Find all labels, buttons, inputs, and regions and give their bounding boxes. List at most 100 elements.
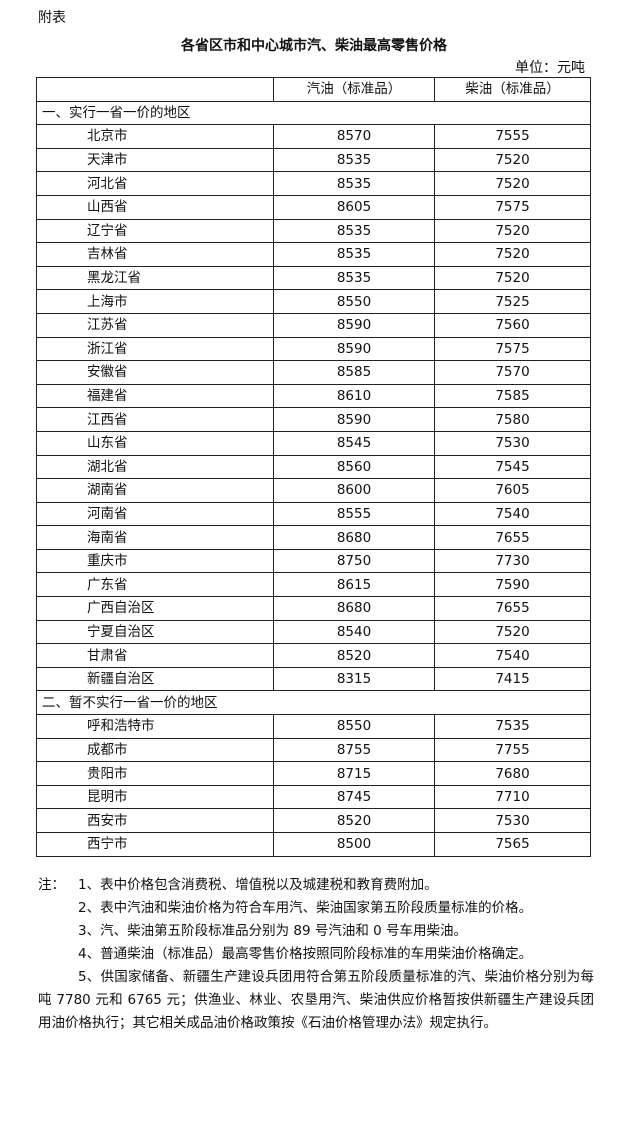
region-cell: 江苏省 [36,312,274,338]
region-cell: 天津市 [36,147,274,173]
gasoline-price-cell: 8555 [273,501,435,527]
diesel-price-cell: 7575 [434,194,591,220]
diesel-price-cell: 7605 [434,478,591,503]
table-row: 甘肃省 8520 7540 [36,643,591,668]
gasoline-price-cell: 8745 [273,784,435,810]
diesel-price-cell: 7570 [434,360,591,385]
region-cell: 浙江省 [36,336,274,362]
header-diesel: 柴油（标准品） [434,77,591,102]
region-cell: 江西省 [36,407,274,432]
region-cell: 河南省 [36,501,274,527]
gasoline-price-cell: 8550 [273,289,435,314]
section-label: 二、暂不实行一省一价的地区 [36,690,591,716]
gasoline-price-cell: 8535 [273,265,435,291]
diesel-price-cell: 7655 [434,596,591,621]
table-row: 贵阳市 8715 7680 [36,761,591,786]
note-text: 3、汽、柴油第五阶段标准品分别为 89 号汽油和 0 号车用柴油。 [78,923,468,939]
gasoline-price-cell: 8715 [273,761,435,786]
gasoline-price-cell: 8570 [273,124,435,149]
table-row: 辽宁省 8535 7520 [36,218,591,244]
table-row: 湖南省 8600 7605 [36,478,591,503]
diesel-price-cell: 7590 [434,572,591,598]
diesel-price-cell: 7680 [434,761,591,786]
diesel-price-cell: 7415 [434,666,591,692]
gasoline-price-cell: 8605 [273,194,435,220]
table-row: 西宁市 8500 7565 [36,832,591,857]
diesel-price-cell: 7730 [434,548,591,574]
section-label: 一、实行一省一价的地区 [36,100,591,126]
diesel-price-cell: 7520 [434,147,591,173]
gasoline-price-cell: 8545 [273,430,435,456]
region-cell: 宁夏自治区 [36,619,274,645]
diesel-price-cell: 7755 [434,737,591,763]
diesel-price-cell: 7710 [434,784,591,810]
gasoline-price-cell: 8755 [273,737,435,763]
diesel-price-cell: 7525 [434,289,591,314]
note-item: 5、供国家储备、新疆生产建设兵团用符合第五阶段质量标准的汽、柴油价格分别为每吨 … [38,966,594,1035]
note-text: 2、表中汽油和柴油价格为符合车用汽、柴油国家第五阶段质量标准的价格。 [78,900,533,916]
gasoline-price-cell: 8550 [273,714,435,739]
diesel-price-cell: 7530 [434,808,591,833]
table-row: 山西省 8605 7575 [36,194,591,220]
section-row: 二、暂不实行一省一价的地区 [36,690,591,716]
diesel-price-cell: 7580 [434,407,591,432]
diesel-price-cell: 7565 [434,832,591,857]
table-row: 安徽省 8585 7570 [36,360,591,385]
table-row: 湖北省 8560 7545 [36,454,591,480]
table-row: 海南省 8680 7655 [36,525,591,550]
annex-label: 附表 [38,10,66,26]
gasoline-price-cell: 8590 [273,336,435,362]
gasoline-price-cell: 8590 [273,312,435,338]
region-cell: 重庆市 [36,548,274,574]
diesel-price-cell: 7520 [434,171,591,196]
diesel-price-cell: 7535 [434,714,591,739]
region-cell: 成都市 [36,737,274,763]
table-row: 宁夏自治区 8540 7520 [36,619,591,645]
diesel-price-cell: 7540 [434,501,591,527]
note-item: 4、普通柴油（标准品）最高零售价格按照同阶段标准的车用柴油价格确定。 [38,943,594,966]
table-row: 广西自治区 8680 7655 [36,596,591,621]
gasoline-price-cell: 8535 [273,242,435,267]
note-text: 4、普通柴油（标准品）最高零售价格按照同阶段标准的车用柴油价格确定。 [78,946,533,962]
region-cell: 西宁市 [36,832,274,857]
region-cell: 湖北省 [36,454,274,480]
note-text: 1、表中价格包含消费税、增值税以及城建税和教育费附加。 [78,877,438,893]
diesel-price-cell: 7520 [434,218,591,244]
header-region [36,77,274,102]
diesel-price-cell: 7555 [434,124,591,149]
region-cell: 广西自治区 [36,596,274,621]
region-cell: 辽宁省 [36,218,274,244]
table-header-row: 汽油（标准品） 柴油（标准品） [36,77,591,102]
diesel-price-cell: 7655 [434,525,591,550]
price-table: 汽油（标准品） 柴油（标准品） 一、实行一省一价的地区 北京市 8570 7555 天津… [36,77,591,857]
table-row: 吉林省 8535 7520 [36,242,591,267]
gasoline-price-cell: 8585 [273,360,435,385]
gasoline-price-cell: 8560 [273,454,435,480]
gasoline-price-cell: 8750 [273,548,435,574]
region-cell: 山西省 [36,194,274,220]
gasoline-price-cell: 8590 [273,407,435,432]
diesel-price-cell: 7540 [434,643,591,668]
section-row: 一、实行一省一价的地区 [36,100,591,126]
gasoline-price-cell: 8610 [273,383,435,409]
notes-label: 注： [38,877,65,893]
table-row: 呼和浩特市 8550 7535 [36,714,591,739]
region-cell: 昆明市 [36,784,274,810]
table-row: 新疆自治区 8315 7415 [36,666,591,692]
table-row: 江西省 8590 7580 [36,407,591,432]
gasoline-price-cell: 8535 [273,171,435,196]
table-row: 山东省 8545 7530 [36,430,591,456]
region-cell: 北京市 [36,124,274,149]
table-row: 福建省 8610 7585 [36,383,591,409]
table-row: 重庆市 8750 7730 [36,548,591,574]
gasoline-price-cell: 8500 [273,832,435,857]
table-row: 河北省 8535 7520 [36,171,591,196]
gasoline-price-cell: 8315 [273,666,435,692]
gasoline-price-cell: 8680 [273,525,435,550]
table-row: 昆明市 8745 7710 [36,784,591,810]
page-title: 各省区市和中心城市汽、柴油最高零售价格 [181,38,447,54]
note-item: 2、表中汽油和柴油价格为符合车用汽、柴油国家第五阶段质量标准的价格。 [38,897,594,920]
gasoline-price-cell: 8535 [273,147,435,173]
gasoline-price-cell: 8615 [273,572,435,598]
table-row: 上海市 8550 7525 [36,289,591,314]
